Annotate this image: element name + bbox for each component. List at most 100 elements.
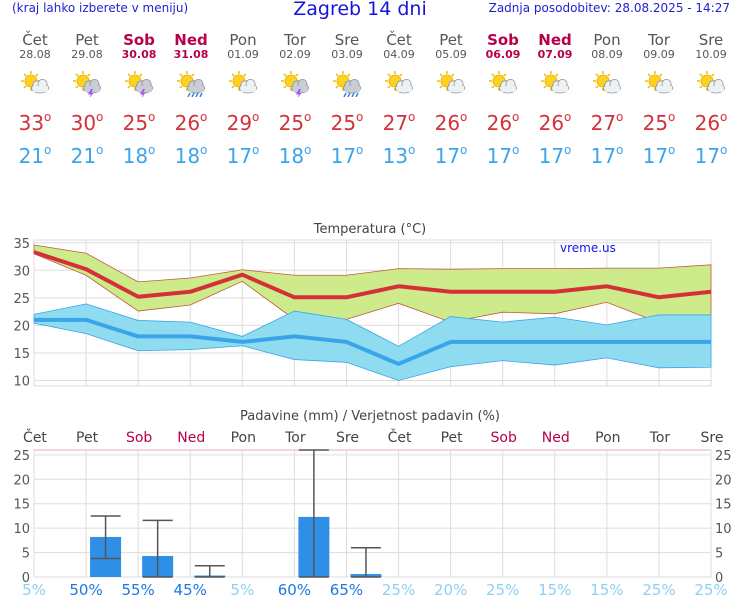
page-title: Zagreb 14 dni	[293, 0, 427, 20]
probability-label: 50%	[69, 581, 102, 597]
error-bar	[90, 515, 121, 560]
sun-cloud-icon	[436, 71, 466, 97]
temp-max: 25o	[642, 110, 676, 135]
day-column: Tor 02.09 25o 18o	[269, 32, 321, 168]
temp-max: 26o	[434, 110, 468, 135]
temp-max: 26o	[538, 110, 572, 135]
temp-min: 17o	[694, 143, 728, 168]
probability-label: 25%	[382, 581, 415, 597]
min-temp-line	[34, 317, 711, 366]
x-tick-label: Sre	[701, 430, 724, 446]
probability-label: 15%	[538, 581, 571, 597]
day-column: Pet 05.09 26o 17o	[425, 31, 477, 168]
y-tick-label-right: 0	[715, 571, 723, 586]
y-tick-label-right: 10	[715, 522, 732, 537]
y-tick-label-right: 15	[715, 498, 732, 513]
temp-min: 18o	[174, 143, 208, 168]
x-tick-label: Ned	[177, 430, 205, 446]
day-date: 10.09	[695, 48, 727, 61]
day-date: 02.09	[279, 48, 311, 61]
day-column: Sre 10.09 26o 17o	[685, 32, 737, 168]
error-bar	[350, 546, 381, 578]
temp-max: 25o	[330, 110, 364, 135]
sun-rain-icon	[332, 71, 362, 98]
y-tick-label: 10	[13, 522, 30, 537]
probability-label: 60%	[278, 581, 311, 597]
day-date: 05.09	[435, 48, 467, 61]
probability-label: 65%	[330, 581, 363, 597]
y-tick-label: 20	[13, 319, 30, 334]
day-column: Tor 09.09 25o 17o	[633, 32, 685, 168]
day-date: 03.09	[331, 48, 363, 61]
sun-cloud-icon	[644, 71, 674, 97]
temp-min: 17o	[590, 143, 624, 168]
day-column: Čet 28.08 33o 21o	[9, 32, 61, 168]
temp-max: 25o	[278, 110, 312, 135]
sun-cloud-icon	[488, 71, 518, 97]
probability-label: 55%	[121, 581, 154, 597]
y-tick-label: 35	[13, 237, 30, 252]
y-tick-label: 10	[13, 374, 30, 388]
probability-label: 25%	[486, 581, 519, 597]
day-name: Ned	[174, 31, 208, 49]
day-date: 07.09	[537, 48, 573, 61]
temp-max: 25o	[122, 110, 156, 135]
x-tick-label: Čet	[23, 428, 47, 446]
day-date: 29.08	[71, 48, 103, 61]
temp-max: 30o	[70, 110, 104, 135]
day-name: Pet	[439, 31, 463, 49]
temp-max: 29o	[226, 110, 260, 135]
y-tick-label: 15	[13, 347, 30, 362]
x-tick-label: Sob	[491, 430, 517, 446]
x-tick-label: Sre	[336, 430, 359, 446]
temperature-chart: Temperatura (°C) 10 15 20 25 30 35 vreme.us	[13, 222, 712, 388]
day-date: 30.08	[121, 48, 157, 61]
temp-max: 33o	[18, 110, 52, 135]
x-tick-label: Pet	[441, 430, 464, 446]
day-date: 09.09	[643, 48, 675, 61]
x-tick-label: Pon	[231, 430, 256, 446]
x-tick-label: Tor	[284, 430, 306, 446]
temp-max: 26o	[486, 110, 520, 135]
temp-max: 26o	[694, 110, 728, 135]
temp-max: 27o	[590, 110, 624, 135]
forecast-days: Čet 28.08 33o 21o Pet 29.08 30o 21o Sob 30.08 25o 1…	[9, 32, 737, 172]
probability-label: 25%	[642, 581, 675, 597]
day-name: Pet	[75, 31, 99, 49]
day-date: 08.09	[591, 48, 623, 61]
location-hint[interactable]: (kraj lahko izberete v meniju)	[12, 1, 189, 15]
header: (kraj lahko izberete v meniju) Zagreb 14…	[0, 0, 740, 22]
y-tick-label: 20	[13, 473, 30, 488]
day-date: 01.09	[227, 48, 259, 61]
probability-label: 25%	[694, 581, 727, 597]
y-tick-label-right: 25	[715, 449, 732, 464]
y-tick-label: 25	[13, 292, 30, 307]
temp-min: 17o	[330, 143, 364, 168]
day-name: Ned	[538, 31, 572, 49]
day-column: Sob 06.09 26o 17o	[477, 31, 529, 168]
temp-min: 18o	[122, 143, 156, 168]
probability-label: 5%	[22, 581, 46, 597]
probability-label: 20%	[434, 581, 467, 597]
watermark: vreme.us	[560, 241, 616, 255]
y-tick-label: 15	[13, 498, 30, 513]
temp-min: 17o	[538, 143, 572, 168]
probability-label: 15%	[590, 581, 623, 597]
probability-label: 45%	[174, 581, 207, 597]
day-column: Pon 08.09 27o 17o	[581, 32, 633, 168]
day-column: Pet 29.08 30o 21o	[61, 31, 113, 168]
day-date: 06.09	[485, 48, 521, 61]
thunderstorm-icon	[72, 71, 102, 99]
day-column: Pon 01.09 29o 17o	[217, 32, 269, 168]
day-column: Ned 31.08 26o 18o	[165, 31, 217, 168]
day-name: Čet	[386, 31, 412, 49]
day-date: 04.09	[383, 48, 415, 61]
min-temp-band	[33, 303, 712, 381]
temp-min: 18o	[278, 143, 312, 168]
day-name: Sob	[487, 31, 519, 49]
temp-max: 27o	[382, 110, 416, 135]
error-bar	[142, 519, 173, 578]
y-tick-label: 5	[22, 547, 30, 562]
sun-cloud-icon	[696, 71, 726, 97]
last-update: Zadnja posodobitev: 28.08.2025 - 14:27	[488, 1, 730, 15]
